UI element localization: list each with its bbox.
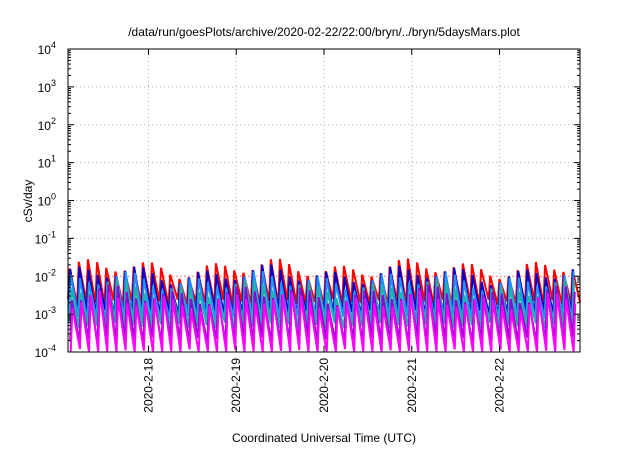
chart-title: /data/run/goesPlots/archive/2020-02-22/2… xyxy=(128,25,520,39)
y-tick-label: 10-1 xyxy=(35,229,56,246)
y-tick-label: 10-2 xyxy=(35,267,56,284)
x-tick-label: 2020-2-19 xyxy=(229,358,243,413)
y-tick-label: 100 xyxy=(38,192,56,209)
x-tick-label: 2020-2-22 xyxy=(493,358,507,413)
y-tick-label: 10-4 xyxy=(35,343,56,360)
x-tick-label: 2020-2-21 xyxy=(405,358,419,413)
series-line xyxy=(69,290,577,353)
series-layer xyxy=(67,258,581,353)
y-tick-label: 10-3 xyxy=(35,305,56,322)
tick-layer: 10-4 10-3 10-2 10-1 100 101 102 103 104 2020-2-18… xyxy=(35,40,580,413)
y-tick-label: 102 xyxy=(38,116,56,133)
y-tick-label: 101 xyxy=(38,154,56,171)
x-tick-label: 2020-2-20 xyxy=(317,358,331,413)
y-axis-label: cSv/day xyxy=(21,180,35,223)
y-tick-label: 104 xyxy=(38,40,56,57)
y-tick-label: 103 xyxy=(38,78,56,95)
x-tick-label: 2020-2-18 xyxy=(141,358,155,413)
x-axis-label: Coordinated Universal Time (UTC) xyxy=(232,431,416,445)
